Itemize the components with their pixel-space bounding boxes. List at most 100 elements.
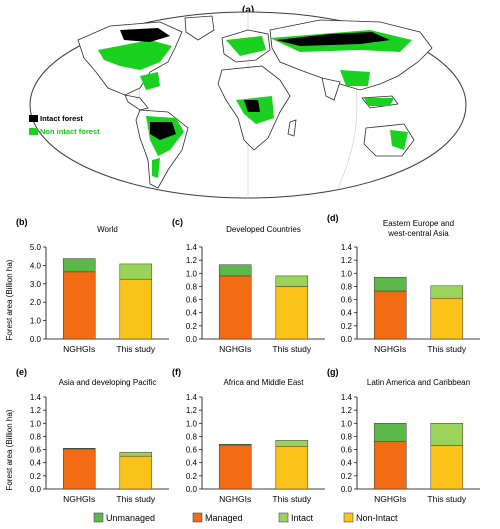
y-tick-label: 1.4 xyxy=(186,393,198,402)
bar-intact xyxy=(119,263,153,280)
x-tick-label: This study xyxy=(116,344,155,354)
map-legend: Intact forest Non intact forest xyxy=(29,114,100,136)
y-tick-label: 0.0 xyxy=(186,485,198,494)
y-tick-label: 0.4 xyxy=(341,459,353,468)
bar-intact xyxy=(275,440,309,447)
y-tick-label: 3.0 xyxy=(30,280,42,289)
y-tick-label: 0.0 xyxy=(30,485,42,494)
y-tick-label: 1.2 xyxy=(186,256,198,265)
intact-forest-areas xyxy=(120,28,390,140)
x-tick-label: This study xyxy=(427,344,466,354)
chart-title: Eastern Europe and xyxy=(383,219,454,228)
panel-label: (e) xyxy=(16,367,27,377)
chart-panel-2: (c) Developed Countries 0.0 0.2 0.4 0.6 0.8 1.0… xyxy=(172,217,325,354)
legend-label-non-intact-bar: Non-Intact xyxy=(356,513,398,523)
chart-title: World xyxy=(97,225,118,234)
chart-title: west-central Asia xyxy=(387,229,449,238)
x-tick-label: This study xyxy=(272,494,311,504)
bar-managed xyxy=(218,275,252,340)
y-tick-label: 1.4 xyxy=(341,243,353,252)
y-tick-label: 1.4 xyxy=(186,243,198,252)
y-tick-label: 1.2 xyxy=(30,406,42,415)
bar-non-intact xyxy=(275,446,309,490)
bar-intact xyxy=(119,451,153,457)
bar-managed xyxy=(62,448,96,490)
legend-label-managed: Managed xyxy=(205,513,243,523)
legend-swatch-non-intact-bar xyxy=(343,512,354,523)
y-tick-label: 0.2 xyxy=(30,472,42,481)
legend-swatch-intact-bar xyxy=(278,512,289,523)
y-tick-label: 0.6 xyxy=(30,446,42,455)
bar-managed xyxy=(218,444,252,490)
y-tick-label: 0.8 xyxy=(186,432,198,441)
bar-managed xyxy=(62,271,96,340)
bar-managed xyxy=(373,290,407,340)
y-tick-label: 0.2 xyxy=(341,472,353,481)
chart-title: Latin America and Caribbean xyxy=(367,378,470,387)
world-map: Intact forest Non intact forest xyxy=(29,11,467,199)
bar-intact xyxy=(430,285,464,299)
legend-label-intact: Intact forest xyxy=(40,114,83,123)
y-tick-label: 1.4 xyxy=(341,393,353,402)
y-tick-label: 0.8 xyxy=(30,432,42,441)
legend-swatch-managed xyxy=(192,512,203,523)
y-tick-label: 0.0 xyxy=(341,485,353,494)
y-axis-label-bottom: Forest area (Billion ha) xyxy=(5,409,14,490)
y-tick-label: 1.0 xyxy=(186,419,198,428)
panel-label: (f) xyxy=(172,367,181,377)
y-tick-label: 5.0 xyxy=(30,243,42,252)
bar-managed xyxy=(373,441,407,490)
x-tick-label: NGHGIs xyxy=(219,344,251,354)
y-tick-label: 1.0 xyxy=(30,419,42,428)
chart-title: Developed Countries xyxy=(226,225,301,234)
x-tick-label: NGHGIs xyxy=(63,344,95,354)
panel-a-label: (a) xyxy=(242,5,254,16)
bar-unmanaged xyxy=(62,448,96,450)
bar-unmanaged xyxy=(373,276,407,292)
bar-unmanaged xyxy=(218,444,252,446)
y-tick-label: 0.2 xyxy=(341,322,353,331)
chart-panel-5: (f) Africa and Middle East 0.0 0.2 0.4 0.6 0.8… xyxy=(172,367,325,504)
x-tick-label: NGHGIs xyxy=(219,494,251,504)
chart-panel-6: (g) Latin America and Caribbean 0.0 0.2 0.4 0… xyxy=(327,367,480,504)
y-tick-label: 0.0 xyxy=(186,335,198,344)
bar-non-intact xyxy=(430,298,464,340)
y-tick-label: 1.0 xyxy=(30,317,42,326)
y-tick-label: 0.6 xyxy=(186,296,198,305)
bar-non-intact xyxy=(275,286,309,340)
y-tick-label: 0.6 xyxy=(341,296,353,305)
legend-label-unmanaged: Unmanaged xyxy=(106,513,155,523)
y-tick-label: 1.0 xyxy=(341,269,353,278)
legend-label-intact-bar: Intact xyxy=(291,513,314,523)
bar-unmanaged xyxy=(218,264,252,277)
bar-non-intact xyxy=(119,278,153,340)
y-tick-label: 0.8 xyxy=(341,282,353,291)
chart-panel-4: (e) Asia and developing Pacific 0.0 0.2 0.4 0… xyxy=(16,367,169,504)
y-tick-label: 0.4 xyxy=(186,459,198,468)
y-axis-label-top: Forest area (Billion ha) xyxy=(5,259,14,340)
y-tick-label: 0.4 xyxy=(30,459,42,468)
y-tick-label: 1.0 xyxy=(341,419,353,428)
x-tick-label: This study xyxy=(116,494,155,504)
bar-unmanaged xyxy=(62,258,96,273)
legend-swatch-non-intact xyxy=(29,128,38,135)
x-tick-label: NGHGIs xyxy=(374,494,406,504)
x-tick-label: This study xyxy=(272,344,311,354)
bottom-legend: Unmanaged Managed Intact Non-Intact xyxy=(93,512,398,523)
y-tick-label: 2.0 xyxy=(30,298,42,307)
bar-intact xyxy=(430,423,464,446)
x-tick-label: This study xyxy=(427,494,466,504)
bar-unmanaged xyxy=(373,423,407,442)
panel-label: (c) xyxy=(172,217,183,227)
y-tick-label: 1.0 xyxy=(186,269,198,278)
y-tick-label: 0.4 xyxy=(341,309,353,318)
panel-label: (d) xyxy=(327,213,339,223)
chart-title: Asia and developing Pacific xyxy=(59,378,157,387)
y-tick-label: 1.2 xyxy=(341,256,353,265)
panel-label: (g) xyxy=(327,367,339,377)
legend-swatch-intact xyxy=(29,115,38,122)
chart-title: Africa and Middle East xyxy=(223,378,304,387)
y-tick-label: 0.2 xyxy=(186,322,198,331)
